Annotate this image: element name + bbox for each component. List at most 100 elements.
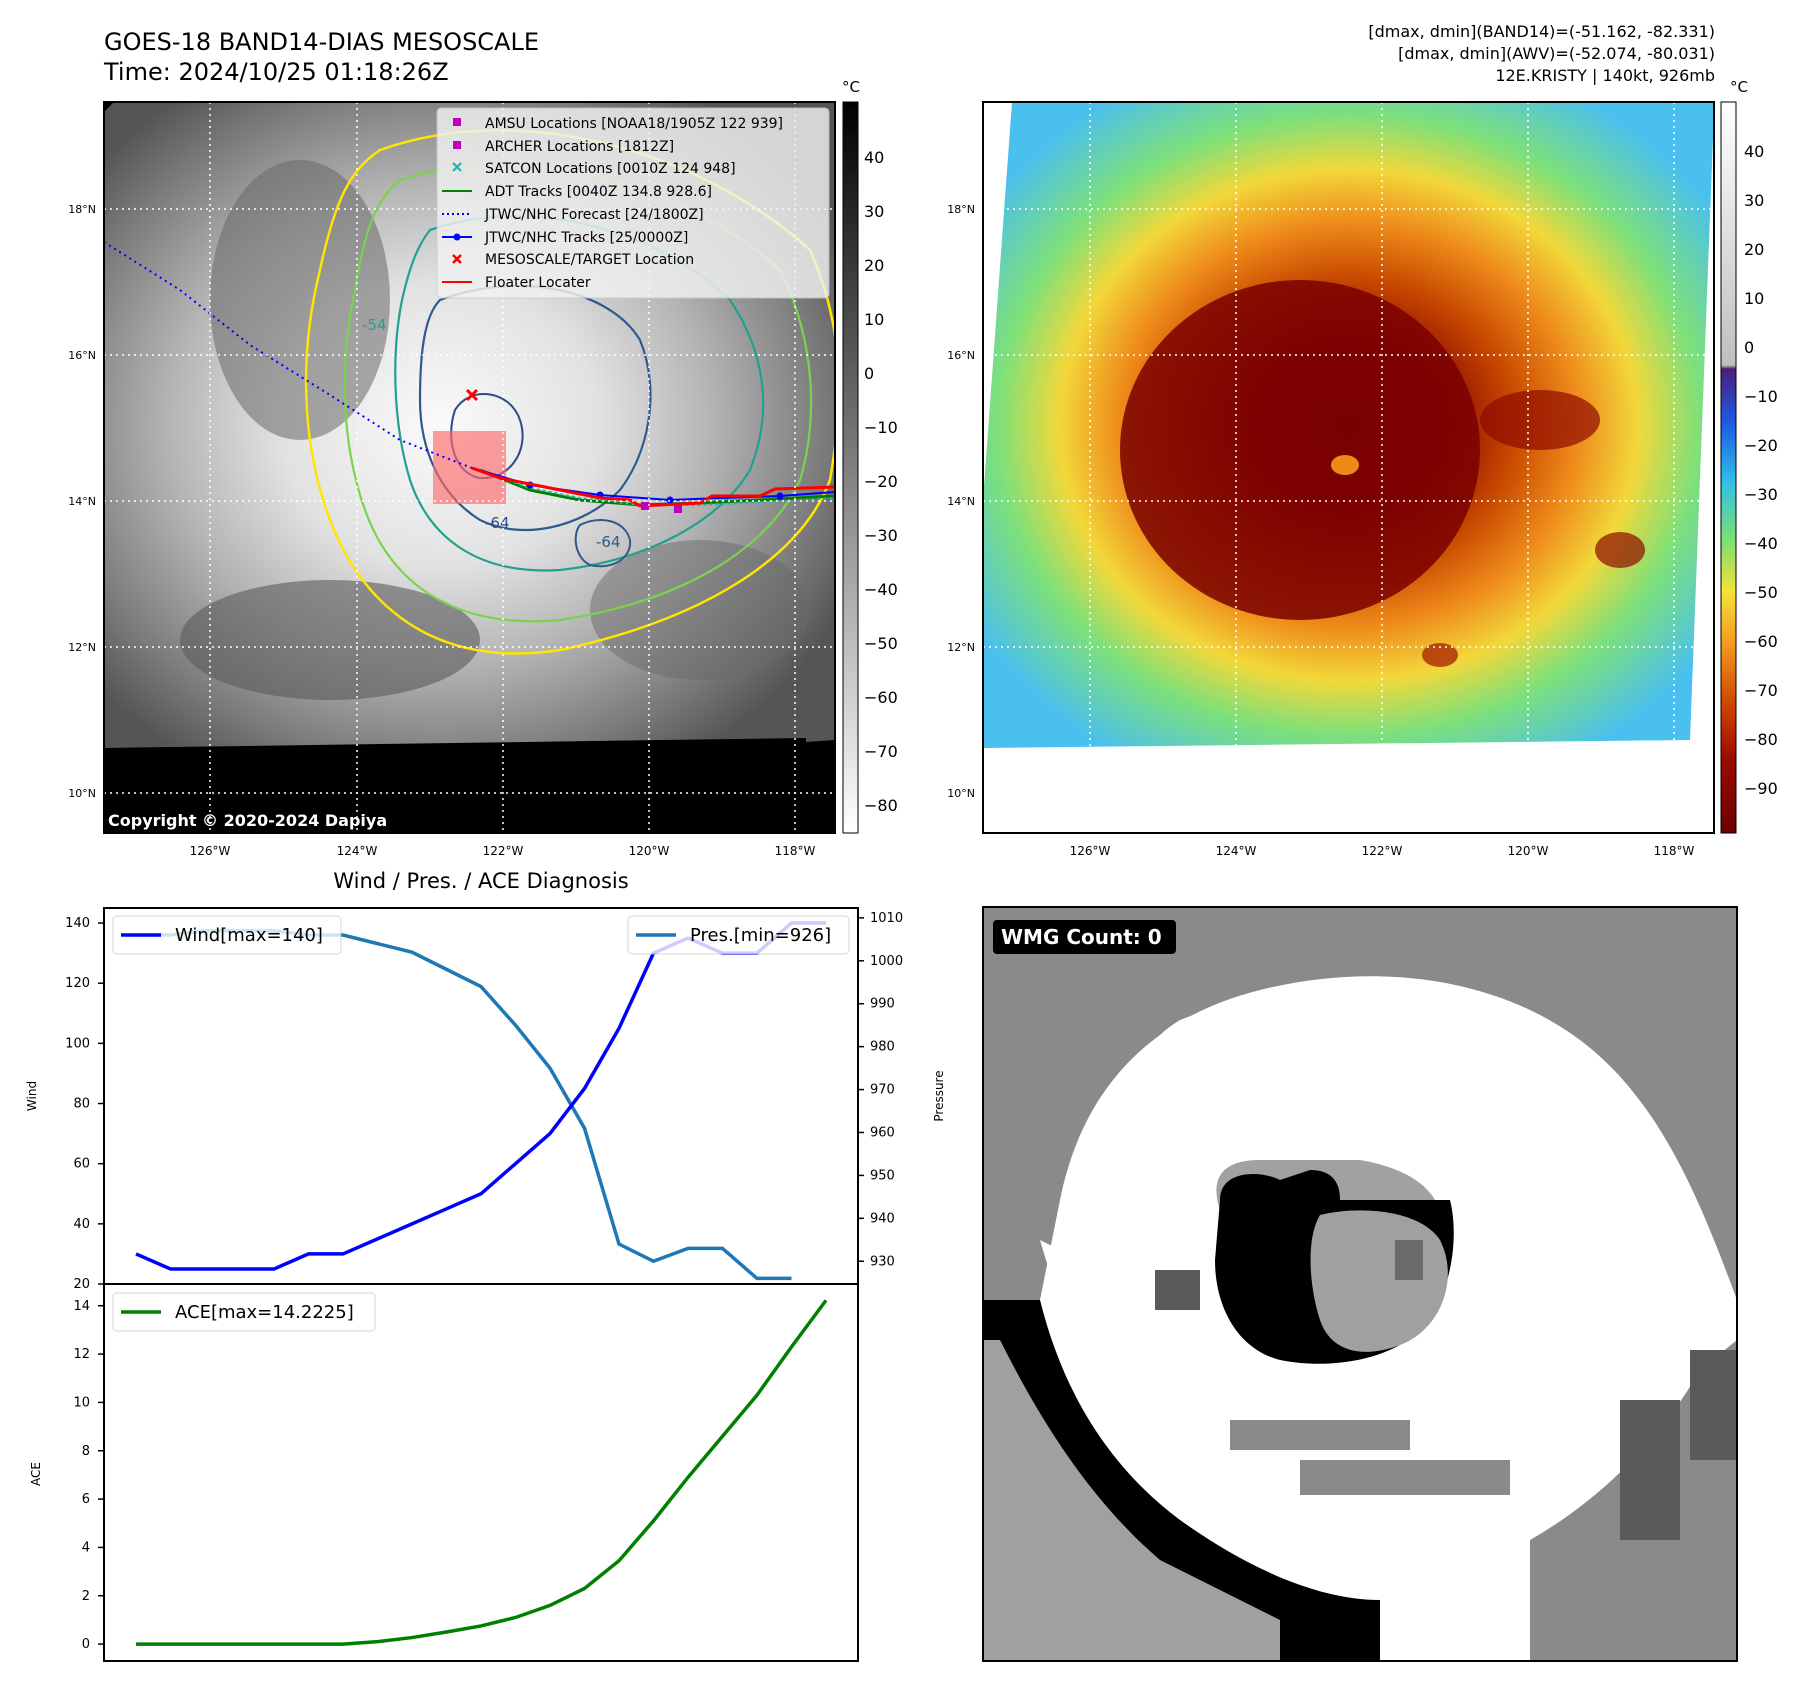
lat-label: 14°N xyxy=(68,495,96,508)
pres-tick-label: 960 xyxy=(870,1125,895,1140)
pres-tick-label: 940 xyxy=(870,1211,895,1226)
contour-label: -64 xyxy=(485,514,510,532)
ace-series-line xyxy=(136,1299,828,1646)
lat-label: 18°N xyxy=(68,203,96,216)
awv-lon-labels: 126°W 124°W 122°W 120°W 118°W xyxy=(1070,844,1695,858)
chart-time: Time: 2024/10/25 01:18:26Z xyxy=(104,58,449,86)
colorbar-tick: 40 xyxy=(1744,142,1764,161)
pres-tick-label: 970 xyxy=(870,1083,895,1098)
legend-satcon-label: SATCON Locations [0010Z 124 948] xyxy=(485,161,736,177)
legend-amsu-label: AMSU Locations [NOAA18/1905Z 122 939] xyxy=(485,116,783,132)
wind-tick-label: 100 xyxy=(65,1036,90,1051)
lat-label: 16°N xyxy=(947,349,975,362)
wmg-count-badge xyxy=(993,920,1176,954)
colorbar-tick: −30 xyxy=(864,526,898,545)
diagnosis-panel: Wind / Pres. / ACE Diagnosis 14012010080… xyxy=(25,869,946,1662)
ir-colorbar-unit: °C xyxy=(842,78,860,96)
ace-axis-ticks: 14 12 10 8 6 4 2 0 xyxy=(73,1299,104,1652)
wind-tick-label: 20 xyxy=(73,1277,90,1292)
wmg-region-gray xyxy=(1230,1420,1410,1450)
ace-line xyxy=(136,1299,828,1646)
wmg-eye-core xyxy=(1395,1240,1423,1280)
wind-axis-label: Wind xyxy=(25,1081,39,1111)
map-frame xyxy=(103,101,836,834)
colorbar-tick: 0 xyxy=(1744,338,1754,357)
colorbar-tick: −70 xyxy=(864,742,898,761)
ace-tick-label: 2 xyxy=(82,1589,90,1604)
colorbar-tick: −50 xyxy=(1744,583,1778,602)
colorbar-tick: −90 xyxy=(1744,779,1778,798)
ace-legend-label: ACE[max=14.2225] xyxy=(175,1302,354,1323)
colorbar-tick: −40 xyxy=(864,580,898,599)
awv-convective-cell xyxy=(1480,390,1600,450)
awv-eye xyxy=(1331,455,1359,475)
pres-legend-box xyxy=(627,915,850,955)
mesoscale-target-marker xyxy=(465,388,479,402)
colorbar-tick: −80 xyxy=(1744,730,1778,749)
ir-map-panel: -54 -64 -64 xyxy=(68,78,898,858)
wmg-count-label: WMG Count: 0 xyxy=(1001,925,1162,949)
legend-archer-marker xyxy=(453,141,461,149)
wind-axis-ticks: 140 120 100 80 60 40 20 xyxy=(65,916,104,1292)
lon-label: 122°W xyxy=(1362,844,1403,858)
legend-amsu-marker xyxy=(453,118,461,126)
lon-label: 120°W xyxy=(1508,844,1549,858)
wind-tick-label: 60 xyxy=(73,1157,90,1172)
lon-label: 126°W xyxy=(190,844,231,858)
ace-legend-box xyxy=(112,1292,376,1332)
colorbar-tick: −70 xyxy=(1744,681,1778,700)
lon-label: 124°W xyxy=(337,844,378,858)
wmg-region-dark xyxy=(1690,1350,1737,1460)
pres-tick-label: 950 xyxy=(870,1168,895,1183)
colorbar-tick: 30 xyxy=(864,202,884,221)
colorbar-tick: −40 xyxy=(1744,534,1778,553)
floater-locater-track xyxy=(471,466,835,508)
legend-jtwc-label: JTWC/NHC Tracks [25/0000Z] xyxy=(484,230,688,246)
awv-colorbar xyxy=(1720,101,1737,834)
ace-tick-label: 14 xyxy=(73,1299,90,1314)
wmg-panel: WMG Count: 0 xyxy=(982,906,1738,1662)
wind-legend-label: Wind[max=140] xyxy=(175,925,323,946)
wind-tick-label: 40 xyxy=(73,1217,90,1232)
colorbar-tick: −10 xyxy=(1744,387,1778,406)
pres-axis-ticks: 1010 1000 990 980 970 960 950 940 930 xyxy=(858,911,903,1269)
ace-tick-label: 12 xyxy=(73,1347,90,1362)
contour-blue xyxy=(574,519,632,568)
wmg-region-gray xyxy=(983,907,1737,1300)
lat-label: 12°N xyxy=(947,641,975,654)
copyright-text: Copyright © 2020-2024 Dapiya xyxy=(108,811,387,830)
wind-tick-label: 80 xyxy=(73,1097,90,1112)
floater-box xyxy=(433,431,506,504)
map-legend-box xyxy=(436,107,830,299)
wind-tick-label: 120 xyxy=(65,976,90,991)
wind-pres-axes xyxy=(103,907,859,1285)
colorbar-tick: 10 xyxy=(1744,289,1764,308)
legend-archer-label: ARCHER Locations [1812Z] xyxy=(485,139,674,155)
wmg-frame xyxy=(982,906,1738,1662)
info-storm: 12E.KRISTY | 140kt, 926mb xyxy=(1495,66,1715,85)
ir-cloud-band xyxy=(210,160,390,440)
legend-satcon-marker xyxy=(452,162,462,172)
awv-colorbar-unit: °C xyxy=(1730,78,1748,96)
legend-target-label: MESOSCALE/TARGET Location xyxy=(485,252,694,268)
chart-title: GOES-18 BAND14-DIAS MESOSCALE xyxy=(104,28,540,56)
lon-label: 118°W xyxy=(775,844,816,858)
pres-legend-label: Pres.[min=926] xyxy=(690,925,831,946)
colorbar-tick: 0 xyxy=(864,364,874,383)
jtwc-track-point xyxy=(666,496,674,504)
ir-cloud-band xyxy=(180,580,480,700)
lon-label: 126°W xyxy=(1070,844,1111,858)
legend-adt-label: ADT Tracks [0040Z 134.8 928.6] xyxy=(485,184,712,200)
ace-axis-label: ACE xyxy=(29,1462,43,1486)
amsu-marker xyxy=(641,502,649,510)
colorbar-tick: 20 xyxy=(1744,240,1764,259)
colorbar-tick: 20 xyxy=(864,256,884,275)
legend-jtwc-dot xyxy=(453,233,461,241)
ace-axes xyxy=(103,1283,859,1662)
contour-label: -54 xyxy=(362,316,387,334)
lat-label: 10°N xyxy=(68,787,96,800)
colorbar-tick: 30 xyxy=(1744,191,1764,210)
lat-label: 16°N xyxy=(68,349,96,362)
lon-label: 124°W xyxy=(1216,844,1257,858)
